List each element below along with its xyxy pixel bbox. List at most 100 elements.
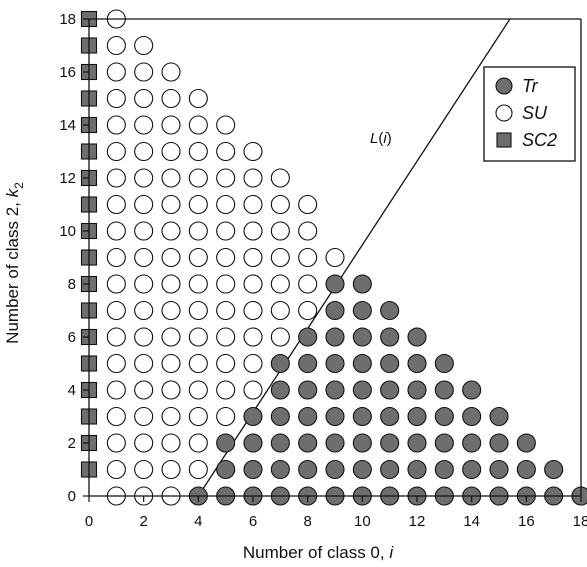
point-su (161, 406, 181, 427)
point-su (161, 221, 181, 241)
point-su (106, 300, 126, 321)
point-su (216, 300, 236, 321)
legend-label-su: SU (522, 103, 548, 123)
x-axis-title-var: i (389, 543, 394, 562)
point-tr (434, 353, 454, 374)
y-tick-label: 14 (59, 117, 76, 134)
point-su (188, 274, 208, 294)
x-tick-label: 6 (249, 513, 257, 530)
point-su (106, 327, 126, 347)
point-su (161, 247, 181, 268)
point-su (161, 141, 181, 162)
point-tr (462, 406, 482, 427)
point-su (243, 221, 263, 241)
point-su (134, 300, 154, 321)
point-su (134, 433, 154, 453)
point-tr (380, 380, 400, 400)
point-tr (298, 459, 318, 480)
point-su (216, 115, 236, 135)
point-su (106, 35, 126, 56)
point-su (188, 115, 208, 135)
point-su (188, 327, 208, 347)
point-su (134, 221, 154, 241)
point-su (161, 300, 181, 321)
point-tr (270, 459, 290, 480)
boundary-line-label: L(i) (370, 130, 392, 147)
point-tr (216, 433, 236, 453)
line-label-close: ) (387, 130, 392, 147)
point-tr (270, 353, 290, 374)
x-tick-label: 0 (85, 513, 93, 530)
point-tr (380, 300, 400, 321)
y-tick-label: 6 (68, 329, 76, 346)
point-tr (298, 380, 318, 400)
point-su (216, 327, 236, 347)
point-tr (298, 327, 318, 347)
point-tr (380, 433, 400, 453)
y-tick-label: 4 (68, 382, 76, 399)
point-tr (243, 406, 263, 427)
point-tr (298, 406, 318, 427)
point-tr (407, 433, 427, 453)
point-su (134, 274, 154, 294)
point-su (161, 168, 181, 188)
point-su (270, 274, 290, 294)
point-su (188, 433, 208, 453)
point-su (134, 88, 154, 109)
x-tick-label: 16 (518, 513, 535, 530)
point-tr (298, 353, 318, 374)
point-tr (380, 353, 400, 374)
point-tr (325, 380, 345, 400)
point-su (106, 380, 126, 400)
point-tr (325, 274, 345, 294)
y-tick-label: 18 (59, 11, 76, 28)
point-su (216, 406, 236, 427)
legend: Tr SU SC2 (483, 66, 576, 162)
point-tr (270, 406, 290, 427)
point-su (188, 380, 208, 400)
point-su (216, 380, 236, 400)
point-tr (298, 433, 318, 453)
x-axis-title: Number of class 0, i (243, 543, 394, 562)
legend-label-sc2: SC2 (522, 130, 557, 150)
point-su (106, 459, 126, 480)
y-tick-label: 2 (68, 435, 76, 452)
point-su (270, 194, 290, 215)
point-tr (325, 459, 345, 480)
point-tr (325, 406, 345, 427)
point-su (188, 194, 208, 215)
point-su (270, 300, 290, 321)
point-su (188, 141, 208, 162)
point-su (134, 406, 154, 427)
point-tr (325, 433, 345, 453)
point-su (106, 406, 126, 427)
point-tr (434, 380, 454, 400)
point-su (106, 274, 126, 294)
point-su (216, 353, 236, 374)
point-su (243, 327, 263, 347)
y-axis-title-subscript: 2 (12, 182, 26, 189)
y-axis-title-text: Number of class 2, (3, 197, 22, 343)
point-su (325, 247, 345, 268)
point-su (161, 327, 181, 347)
point-su (298, 221, 318, 241)
point-su (188, 221, 208, 241)
point-su (161, 433, 181, 453)
point-tr (544, 459, 564, 480)
point-su (161, 353, 181, 374)
point-su (216, 194, 236, 215)
y-tick-label: 0 (68, 488, 76, 505)
point-tr (270, 433, 290, 453)
point-su (134, 327, 154, 347)
point-tr (407, 459, 427, 480)
axes: 0 2 4 6 8 10 12 14 16 18 0 2 4 6 8 10 12 14 16 18 (59, 11, 587, 530)
x-tick-label: 2 (139, 513, 147, 530)
point-tr (407, 353, 427, 374)
line-label-open: ( (378, 130, 383, 147)
x-tick-label: 12 (409, 513, 426, 530)
point-tr (516, 459, 536, 480)
y-tick-label: 16 (59, 64, 76, 81)
legend-marker-su (495, 104, 513, 122)
point-su (270, 221, 290, 241)
